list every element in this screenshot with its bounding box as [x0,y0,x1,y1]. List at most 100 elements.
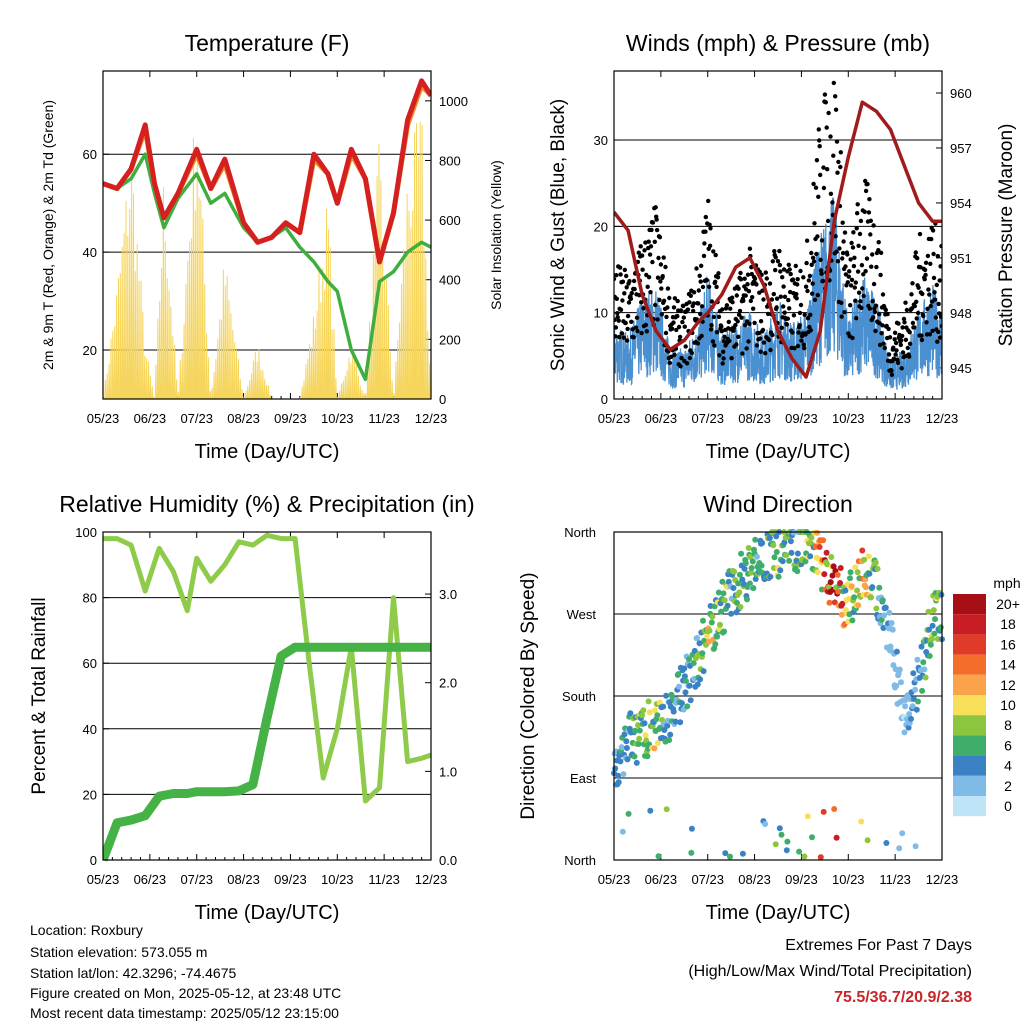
x-tick-label: 06/23 [645,872,678,887]
x-tick-label: 05/23 [598,872,631,887]
gust-point [623,320,628,326]
extremes-title: Extremes For Past 7 Days [785,937,972,954]
x-axis-label: Time (Day/UTC) [195,441,340,463]
gust-point [886,352,892,357]
gust-point [778,294,783,299]
gust-point [620,298,625,303]
gust-point [938,264,942,269]
gust-point [641,306,646,311]
gust-point [842,310,847,315]
x-tick-label: 08/23 [738,872,771,887]
gust-point [923,260,929,265]
gust-point [635,328,640,334]
gust-point [684,361,690,366]
gust-point [648,290,653,295]
gust-point [916,285,921,290]
gust-point [874,264,879,270]
direction-point [623,745,630,751]
gust-point [710,339,716,344]
direction-point [779,558,786,565]
direction-point [645,698,652,705]
gust-point [794,296,799,301]
direction-point [929,622,936,629]
gust-point [624,285,629,290]
gust-point [935,253,940,259]
gust-point [617,334,622,340]
gust-point [935,339,940,344]
direction-point [639,712,646,719]
y-right-tick-label: 960 [950,86,972,101]
gust-point [630,327,635,332]
gust-point [661,255,666,260]
gust-point [739,315,744,320]
x-tick-label: 08/23 [227,411,260,426]
x-tick-label: 11/23 [368,872,400,887]
direction-point [739,850,746,857]
gust-point [708,226,713,231]
gust-point [766,311,771,317]
gust-point [937,278,942,283]
gust-point [752,320,757,326]
x-tick-label: 12/23 [415,411,448,426]
gust-point [837,246,842,251]
gust-point [840,256,845,261]
gust-point [752,276,758,281]
gust-point [831,153,836,158]
gust-point [881,341,886,346]
gust-point [939,243,942,249]
gust-point [854,316,859,321]
direction-point [930,607,937,614]
legend-swatch [953,775,986,796]
direction-point [787,538,794,545]
gust-point [681,315,686,320]
gust-point [876,240,881,245]
gust-point [714,330,720,335]
direction-point [721,628,728,635]
y-tick-label: 60 [83,656,97,671]
x-tick-label: 12/23 [926,411,959,426]
gust-point [823,100,828,105]
gust-point [775,259,781,264]
direction-point [678,700,685,707]
direction-point [736,589,743,596]
direction-point [709,613,716,620]
direction-point [739,576,746,583]
direction-point [855,602,862,609]
gust-point [631,335,636,340]
gust-point [697,273,702,278]
x-tick-label: 05/23 [598,411,631,426]
gust-point [929,236,934,242]
direction-point [926,653,933,659]
direction-point [920,659,927,666]
gust-point [894,348,899,353]
gust-point [628,296,634,301]
gust-point [798,302,804,308]
gust-point [671,320,676,325]
direction-point [694,681,701,688]
direction-point [640,707,647,714]
gust-point [724,303,730,308]
gust-point [675,298,680,304]
y-axis-label: Percent & Total Rainfall [29,597,50,794]
gust-point [701,253,707,259]
gust-point [909,292,914,297]
gust-point [899,338,904,343]
gust-point [661,298,667,303]
legend-label: 0 [1004,798,1012,814]
direction-point [632,727,639,734]
gust-point [761,340,767,345]
direction-point [691,647,698,654]
gust-point [854,226,859,231]
direction-point [775,573,782,580]
gust-point [860,286,865,291]
y-axis-label: 2m & 9m T (Red, Orange) & 2m Td (Green) [40,100,56,370]
gust-point [934,282,939,288]
gust-point [873,328,878,334]
y-right-tick-label: 948 [950,306,972,321]
gust-point [781,304,786,309]
direction-point [899,830,906,837]
x-tick-label: 11/23 [368,411,400,426]
gust-point [794,291,799,297]
gust-point [804,260,809,266]
x-tick-label: 10/23 [321,872,354,887]
